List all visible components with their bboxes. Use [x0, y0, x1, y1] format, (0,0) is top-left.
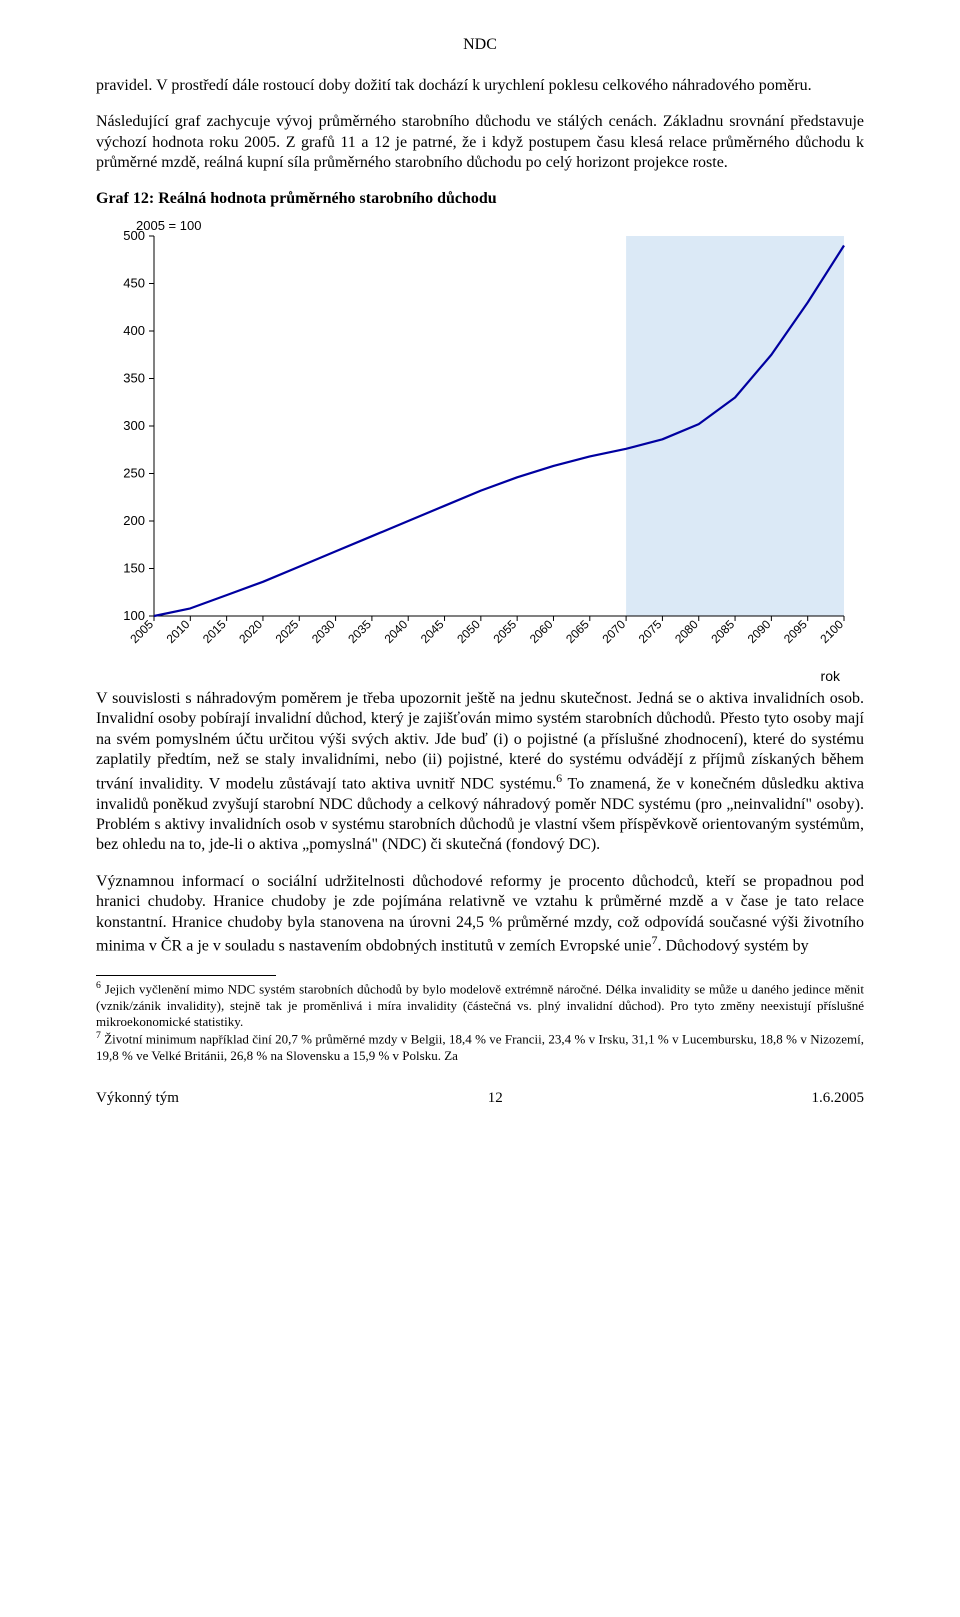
chart-title: Graf 12: Reálná hodnota průměrného staro…	[96, 190, 864, 208]
paragraph-4b: . Důchodový systém by	[657, 938, 808, 955]
svg-text:300: 300	[123, 418, 145, 433]
svg-text:2015: 2015	[200, 617, 229, 646]
footnote-6-text: Jejich vyčlenění mimo NDC systém starobn…	[96, 981, 864, 1029]
svg-text:2050: 2050	[454, 617, 483, 646]
paragraph-3: V souvislosti s náhradovým poměrem je tř…	[96, 689, 864, 856]
footer-left: Výkonný tým	[96, 1090, 179, 1107]
svg-text:2100: 2100	[817, 617, 846, 646]
svg-text:350: 350	[123, 370, 145, 385]
svg-text:2080: 2080	[672, 617, 701, 646]
svg-text:400: 400	[123, 323, 145, 338]
svg-text:2030: 2030	[309, 617, 338, 646]
paragraph-2: Následující graf zachycuje vývoj průměrn…	[96, 112, 864, 173]
chart-12: 1001502002503003504004505002005201020152…	[96, 214, 864, 689]
line-chart-svg: 1001502002503003504004505002005201020152…	[96, 214, 864, 689]
footnote-7-text: Životní minimum například činí 20,7 % pr…	[96, 1032, 864, 1063]
svg-text:250: 250	[123, 465, 145, 480]
footer-center: 12	[488, 1090, 503, 1107]
paragraph-1: pravidel. V prostředí dále rostoucí doby…	[96, 76, 864, 96]
svg-text:2035: 2035	[345, 617, 374, 646]
svg-text:2090: 2090	[745, 617, 774, 646]
svg-text:2045: 2045	[418, 617, 447, 646]
svg-text:2055: 2055	[490, 617, 519, 646]
svg-text:2065: 2065	[563, 617, 592, 646]
svg-text:150: 150	[123, 560, 145, 575]
svg-text:2020: 2020	[236, 617, 265, 646]
svg-text:2085: 2085	[708, 617, 737, 646]
paragraph-4: Významnou informací o sociální udržiteln…	[96, 872, 864, 957]
footnote-7: 7 Životní minimum například činí 20,7 % …	[96, 1030, 864, 1064]
svg-text:450: 450	[123, 275, 145, 290]
footnote-6: 6 Jejich vyčlenění mimo NDC systém staro…	[96, 980, 864, 1030]
svg-text:2025: 2025	[273, 617, 302, 646]
svg-text:2010: 2010	[164, 617, 193, 646]
svg-text:2005 = 100: 2005 = 100	[136, 218, 201, 233]
page-footer: Výkonný tým 12 1.6.2005	[96, 1090, 864, 1107]
footnote-separator	[96, 975, 276, 976]
svg-text:200: 200	[123, 513, 145, 528]
footer-right: 1.6.2005	[811, 1090, 864, 1107]
svg-text:2075: 2075	[636, 617, 665, 646]
svg-text:rok: rok	[821, 668, 841, 684]
svg-text:2095: 2095	[781, 617, 810, 646]
svg-text:2070: 2070	[599, 617, 628, 646]
svg-text:2040: 2040	[382, 617, 411, 646]
page-header: NDC	[96, 36, 864, 54]
svg-text:2060: 2060	[527, 617, 556, 646]
